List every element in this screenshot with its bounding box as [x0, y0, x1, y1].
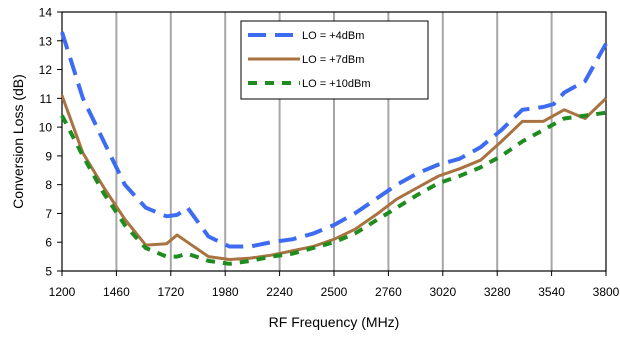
x-tick-label: 3800	[593, 285, 620, 299]
series-layer	[60, 31, 608, 266]
y-tick-label: 8	[45, 178, 52, 192]
legend-label-lo-7dbm: LO = +7dBm	[302, 54, 364, 66]
y-tick-label: 13	[39, 34, 53, 48]
y-tick-label: 9	[45, 149, 52, 163]
y-axis-title: Conversion Loss (dB)	[10, 74, 26, 209]
y-tick-label: 5	[45, 265, 52, 279]
y-tick-label: 6	[45, 236, 52, 250]
x-tick-label: 2760	[375, 285, 402, 299]
x-tick-label: 1460	[103, 285, 130, 299]
y-tick-label: 12	[39, 63, 53, 77]
series-line-0	[60, 31, 608, 249]
x-tick-label: 2240	[266, 285, 293, 299]
legend: LO = +4dBm LO = +7dBm LO = +10dBm	[240, 20, 429, 100]
x-axis-title: RF Frequency (MHz)	[269, 314, 400, 330]
x-tick-label: 3540	[538, 285, 565, 299]
x-tick-label: 3020	[429, 285, 456, 299]
legend-label-lo-10dbm: LO = +10dBm	[302, 78, 371, 90]
y-tick-label: 7	[45, 207, 52, 221]
x-tick-label: 1980	[212, 285, 239, 299]
x-tick-label: 1200	[49, 285, 76, 299]
y-tick-label: 14	[39, 6, 53, 20]
x-tick-label: 3280	[484, 285, 511, 299]
y-tick-label: 11	[40, 92, 53, 106]
x-tick-label: 1720	[157, 285, 184, 299]
tick-layer: 1200 1460 1720 1980 2240 2500 2760 3020 3280 3540…	[39, 6, 620, 300]
x-tick-label: 2500	[321, 285, 348, 299]
y-tick-label: 10	[39, 121, 53, 135]
series-line-2	[60, 110, 607, 266]
legend-label-lo-4dbm: LO = +4dBm	[302, 30, 364, 42]
series-line-1	[60, 94, 608, 261]
